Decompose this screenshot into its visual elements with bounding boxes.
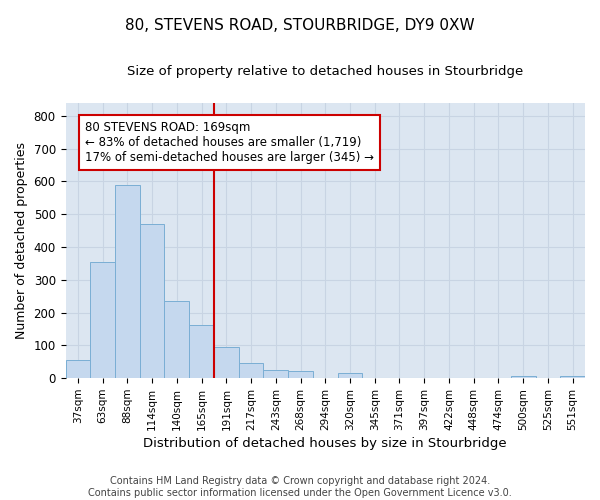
Text: 80, STEVENS ROAD, STOURBRIDGE, DY9 0XW: 80, STEVENS ROAD, STOURBRIDGE, DY9 0XW	[125, 18, 475, 32]
Bar	[65, 360, 90, 378]
Bar	[189, 325, 214, 378]
Bar	[90, 262, 115, 378]
Y-axis label: Number of detached properties: Number of detached properties	[15, 142, 28, 339]
Bar	[560, 376, 585, 378]
Bar	[511, 376, 536, 378]
Bar	[288, 371, 313, 378]
Text: Contains HM Land Registry data © Crown copyright and database right 2024.
Contai: Contains HM Land Registry data © Crown c…	[88, 476, 512, 498]
Bar	[214, 347, 239, 378]
Bar	[115, 185, 140, 378]
Bar	[263, 370, 288, 378]
Bar	[140, 224, 164, 378]
Bar	[164, 301, 189, 378]
Text: 80 STEVENS ROAD: 169sqm
← 83% of detached houses are smaller (1,719)
17% of semi: 80 STEVENS ROAD: 169sqm ← 83% of detache…	[85, 121, 374, 164]
Title: Size of property relative to detached houses in Stourbridge: Size of property relative to detached ho…	[127, 65, 523, 78]
X-axis label: Distribution of detached houses by size in Stourbridge: Distribution of detached houses by size …	[143, 437, 507, 450]
Bar	[239, 363, 263, 378]
Bar	[338, 374, 362, 378]
